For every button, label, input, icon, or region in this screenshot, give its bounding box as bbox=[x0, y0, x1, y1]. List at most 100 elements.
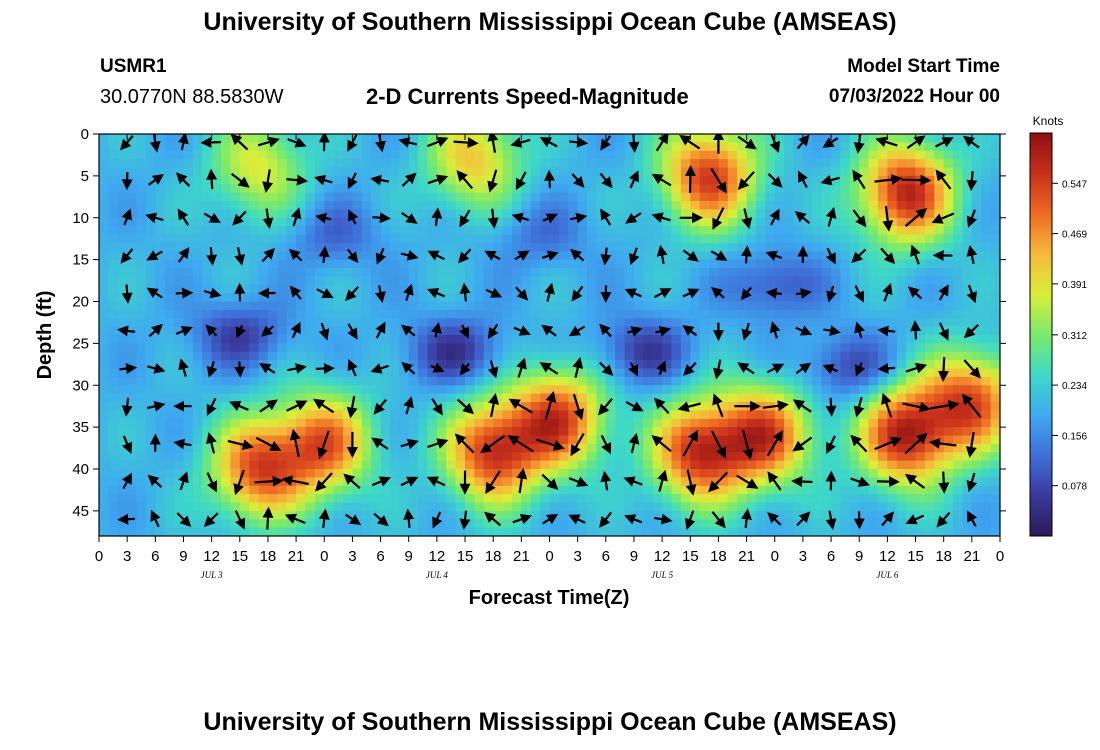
heat-cell bbox=[671, 284, 682, 294]
current-vector bbox=[570, 248, 585, 262]
heat-cell bbox=[615, 326, 626, 336]
current-vector bbox=[682, 325, 698, 337]
current-vector bbox=[535, 438, 565, 451]
heat-cell bbox=[709, 184, 720, 194]
heat-cell bbox=[727, 259, 738, 269]
heat-cell bbox=[671, 477, 682, 487]
heat-cell bbox=[108, 393, 119, 403]
heat-cell bbox=[314, 435, 325, 445]
heat-cell bbox=[662, 184, 673, 194]
current-vector bbox=[430, 362, 445, 373]
heat-cell bbox=[821, 410, 832, 420]
heat-cell bbox=[483, 385, 494, 395]
heat-cell bbox=[493, 301, 504, 311]
heat-cell bbox=[934, 527, 945, 536]
heat-cell bbox=[784, 410, 795, 420]
heat-cell bbox=[878, 251, 888, 261]
heat-cell bbox=[99, 360, 109, 370]
heat-cell bbox=[652, 268, 663, 277]
heat-cell bbox=[924, 502, 935, 512]
heat-cell bbox=[258, 293, 269, 303]
heat-cell bbox=[709, 201, 720, 210]
heat-cell bbox=[878, 167, 888, 177]
heat-cell bbox=[446, 443, 457, 453]
heat-cell bbox=[164, 150, 175, 160]
heat-cell bbox=[164, 192, 175, 202]
heat-cell bbox=[971, 402, 982, 411]
heat-cell bbox=[924, 410, 935, 420]
heat-cell bbox=[174, 293, 185, 303]
heat-cell bbox=[333, 376, 344, 386]
heat-cell bbox=[765, 502, 776, 512]
heat-cell bbox=[615, 427, 626, 437]
heat-cell bbox=[774, 150, 785, 160]
heat-cell bbox=[662, 234, 673, 244]
heat-cell bbox=[615, 301, 626, 311]
heat-cell bbox=[840, 284, 851, 294]
heat-cell bbox=[568, 452, 579, 462]
heat-cell bbox=[840, 226, 851, 236]
heat-cell bbox=[680, 251, 691, 261]
heat-cell bbox=[849, 527, 860, 536]
heat-cell bbox=[971, 469, 982, 478]
heat-cell bbox=[624, 184, 635, 194]
heat-cell bbox=[690, 318, 701, 328]
heat-cell bbox=[230, 184, 241, 194]
heat-cell bbox=[296, 276, 307, 286]
heat-cell bbox=[596, 284, 607, 294]
heat-cell bbox=[192, 360, 203, 370]
heat-cell bbox=[211, 460, 222, 470]
heat-cell bbox=[577, 335, 588, 344]
heat-cell bbox=[174, 452, 185, 462]
heat-cell bbox=[878, 335, 888, 344]
heat-cell bbox=[183, 142, 194, 152]
heat-cell bbox=[465, 519, 475, 529]
heat-cell bbox=[615, 485, 626, 495]
heat-cell bbox=[427, 293, 438, 303]
current-vector bbox=[904, 432, 928, 455]
current-vector bbox=[400, 249, 419, 261]
heat-cell bbox=[136, 259, 147, 269]
heat-cell bbox=[502, 234, 513, 244]
heat-cell bbox=[896, 192, 907, 202]
heat-cell bbox=[662, 402, 673, 411]
heat-cell bbox=[849, 494, 860, 504]
heat-cell bbox=[530, 343, 541, 353]
heat-cell bbox=[277, 192, 288, 202]
current-vector bbox=[431, 398, 443, 416]
heat-cell bbox=[314, 184, 325, 194]
heat-cell bbox=[474, 410, 485, 420]
heat-cell bbox=[643, 435, 654, 445]
heat-cell bbox=[878, 184, 888, 194]
heat-cell bbox=[408, 502, 419, 512]
heat-cell bbox=[896, 427, 907, 437]
heat-cell bbox=[99, 402, 109, 411]
heat-cell bbox=[117, 452, 128, 462]
heat-cell bbox=[718, 318, 729, 328]
heat-cell bbox=[324, 134, 335, 143]
heat-cell bbox=[436, 184, 447, 194]
heat-cell bbox=[718, 376, 729, 386]
heat-cell bbox=[127, 510, 138, 520]
heat-cell bbox=[389, 184, 400, 194]
heat-cell bbox=[652, 469, 663, 478]
heat-cell bbox=[990, 184, 1000, 194]
heat-cell bbox=[671, 318, 682, 328]
heat-cell bbox=[324, 142, 335, 152]
heat-cell bbox=[558, 402, 569, 411]
heat-cell bbox=[530, 368, 541, 378]
heat-cell bbox=[286, 226, 297, 236]
current-vector bbox=[401, 172, 417, 187]
heat-cell bbox=[652, 502, 663, 512]
heat-cell bbox=[924, 301, 935, 311]
heat-cell bbox=[277, 360, 288, 370]
heat-cell bbox=[756, 435, 766, 445]
heat-cell bbox=[859, 192, 870, 202]
heat-cell bbox=[249, 134, 260, 143]
current-vector bbox=[711, 511, 726, 529]
heat-cell bbox=[540, 226, 551, 236]
heat-cell bbox=[267, 259, 278, 269]
heat-cell bbox=[643, 134, 654, 143]
heat-cell bbox=[962, 268, 973, 277]
heat-cell bbox=[737, 150, 748, 160]
